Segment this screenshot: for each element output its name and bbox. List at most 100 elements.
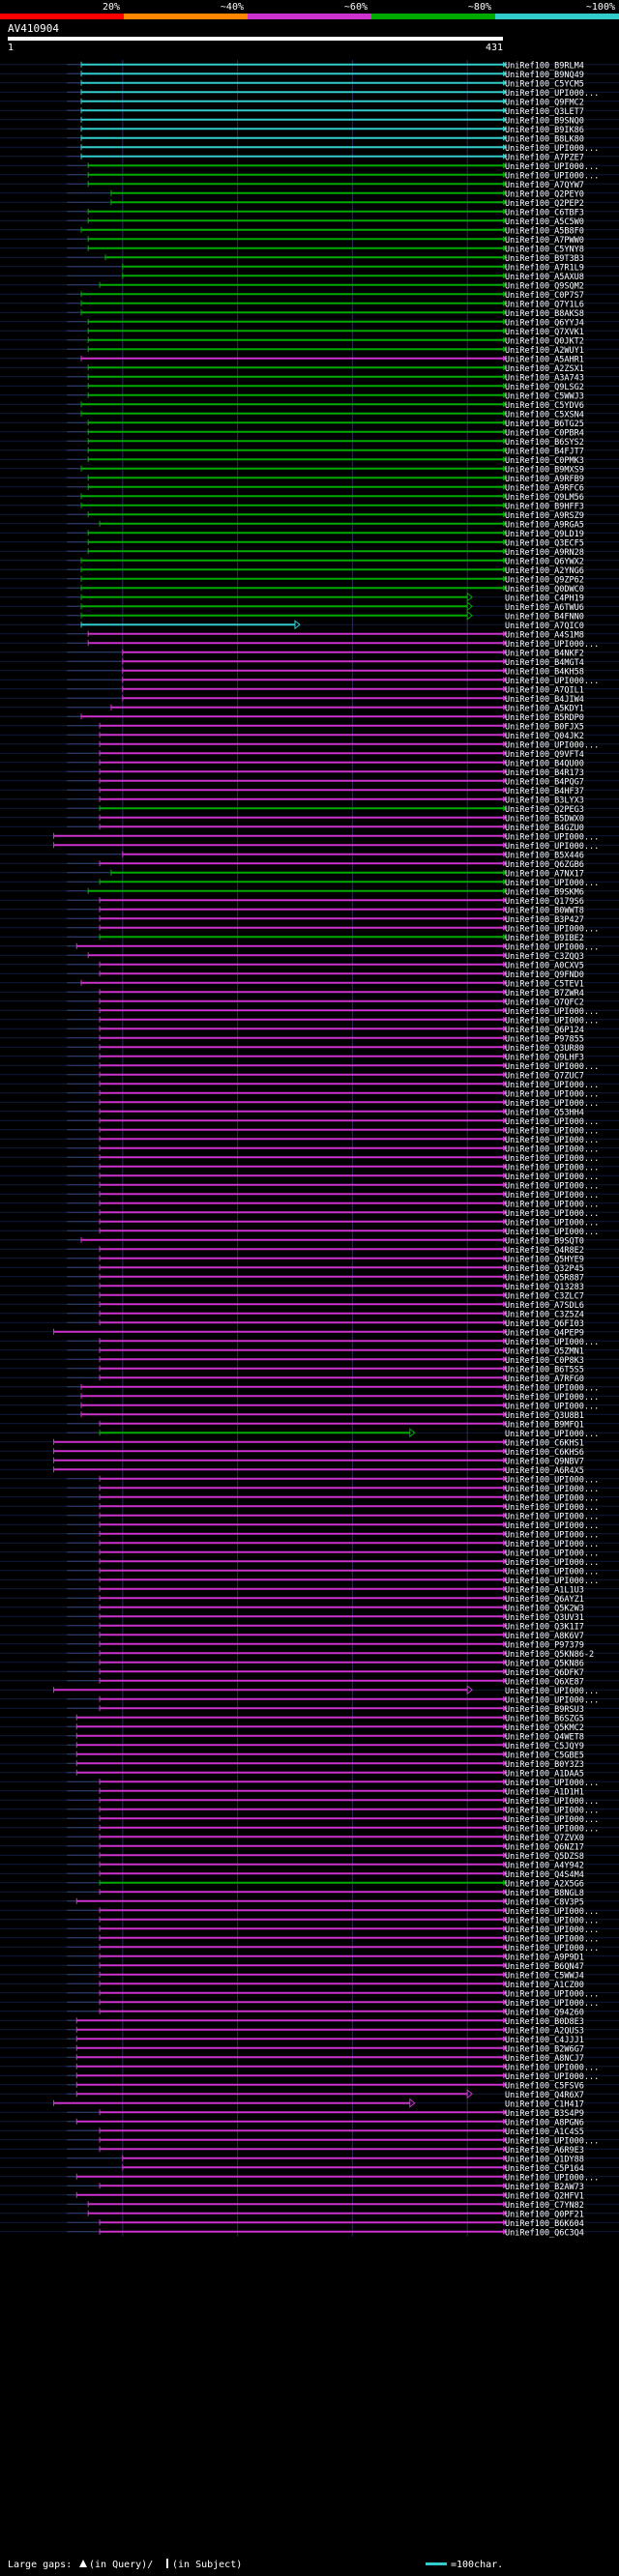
hit-label[interactable]: UniRef100_A9P9D1 <box>505 1953 584 1962</box>
hit-label[interactable]: UniRef100_UPI000... <box>505 1126 599 1136</box>
hit-label[interactable]: UniRef100_UPI000... <box>505 842 599 852</box>
hit-label[interactable]: UniRef100_B3P427 <box>505 915 584 925</box>
hit-label[interactable]: UniRef100_C6KHS1 <box>505 1438 584 1448</box>
hit-label[interactable]: UniRef100_UPI000... <box>505 1512 599 1521</box>
hit-label[interactable]: UniRef100_Q5R887 <box>505 1273 584 1283</box>
hit-label[interactable]: UniRef100_B4NKF2 <box>505 649 584 658</box>
hit-label[interactable]: UniRef100_UPI000... <box>505 1540 599 1549</box>
hit-label[interactable]: UniRef100_B7ZWR4 <box>505 989 584 999</box>
hit-label[interactable]: UniRef100_Q53HH4 <box>505 1108 584 1117</box>
hit-label[interactable]: UniRef100_Q5HYE9 <box>505 1255 584 1264</box>
hit-label[interactable]: UniRef100_Q13283 <box>505 1283 584 1292</box>
hit-label[interactable]: UniRef100_Q5KMC2 <box>505 1723 584 1733</box>
hit-label[interactable]: UniRef100_UPI000... <box>505 1934 599 1944</box>
hit-label[interactable]: UniRef100_Q6C3Q4 <box>505 2228 584 2238</box>
hit-label[interactable]: UniRef100_UPI000... <box>505 1687 599 1696</box>
hit-label[interactable]: UniRef100_A7RFG0 <box>505 1375 584 1384</box>
hit-label[interactable]: UniRef100_UPI000... <box>505 924 599 934</box>
hit-label[interactable]: UniRef100_A7QYW7 <box>505 181 584 190</box>
hit-label[interactable]: UniRef100_UPI000... <box>505 1402 599 1411</box>
hit-label[interactable]: UniRef100_B9IK86 <box>505 126 584 135</box>
hit-label[interactable]: UniRef100_UPI000... <box>505 879 599 888</box>
hit-label[interactable]: UniRef100_B4FNN0 <box>505 612 584 622</box>
hit-label[interactable]: UniRef100_A2WUY1 <box>505 346 584 356</box>
hit-label[interactable]: UniRef100_UPI000... <box>505 1815 599 1825</box>
hit-label[interactable]: UniRef100_UPI000... <box>505 1475 599 1485</box>
hit-label[interactable]: UniRef100_B9SNQ0 <box>505 116 584 126</box>
hit-label[interactable]: UniRef100_A2X5G6 <box>505 1879 584 1889</box>
hit-label[interactable]: UniRef100_Q5KN86 <box>505 1659 584 1668</box>
hit-label[interactable]: UniRef100_Q9LD19 <box>505 530 584 539</box>
hit-label[interactable]: UniRef100_Q3U8B1 <box>505 1411 584 1421</box>
hit-label[interactable]: UniRef100_B9RSU3 <box>505 1705 584 1715</box>
hit-label[interactable]: UniRef100_A8NCJ7 <box>505 2054 584 2064</box>
hit-label[interactable]: UniRef100_B0D8E3 <box>505 2017 584 2027</box>
hit-label[interactable]: UniRef100_UPI000... <box>505 1779 599 1788</box>
hit-label[interactable]: UniRef100_B6SZG5 <box>505 1714 584 1723</box>
hit-label[interactable]: UniRef100_A9RSZ9 <box>505 511 584 521</box>
hit-label[interactable]: UniRef100_UPI000... <box>505 1016 599 1026</box>
hit-label[interactable]: UniRef100_C5GBE5 <box>505 1751 584 1760</box>
hit-label[interactable]: UniRef100_A1DAA5 <box>505 1769 584 1779</box>
hit-label[interactable]: UniRef100_B4QU00 <box>505 759 584 768</box>
hit-label[interactable]: UniRef100_A1C4S5 <box>505 2127 584 2137</box>
hit-label[interactable]: UniRef100_A4S1M8 <box>505 630 584 640</box>
hit-label[interactable]: UniRef100_C6KHS6 <box>505 1448 584 1458</box>
hit-label[interactable]: UniRef100_UPI000... <box>505 1493 599 1503</box>
hit-label[interactable]: UniRef100_UPI000... <box>505 1430 599 1439</box>
hit-label[interactable]: UniRef100_UPI000... <box>505 677 599 686</box>
hit-label[interactable]: UniRef100_B9HFF3 <box>505 502 584 511</box>
hit-label[interactable]: UniRef100_Q9ZP62 <box>505 575 584 585</box>
hit-label[interactable]: UniRef100_C1H417 <box>505 2099 584 2109</box>
hit-label[interactable]: UniRef100_UPI000... <box>505 1099 599 1109</box>
hit-label[interactable]: UniRef100_B9MFQ1 <box>505 1420 584 1430</box>
hit-label[interactable]: UniRef100_C0PBR4 <box>505 428 584 438</box>
hit-label[interactable]: UniRef100_A9RN28 <box>505 548 584 558</box>
hit-label[interactable]: UniRef100_A8PGN6 <box>505 2118 584 2127</box>
hit-label[interactable]: UniRef100_UPI000... <box>505 1925 599 1935</box>
hit-label[interactable]: UniRef100_B9RLM4 <box>505 61 584 71</box>
hit-label[interactable]: UniRef100_UPI000... <box>505 1181 599 1191</box>
hit-label[interactable]: UniRef100_Q9LSG2 <box>505 383 584 392</box>
hit-label[interactable]: UniRef100_P97855 <box>505 1034 584 1044</box>
hit-label[interactable]: UniRef100_Q0DWC0 <box>505 585 584 594</box>
hit-label[interactable]: UniRef100_B5RDP0 <box>505 713 584 723</box>
hit-label[interactable]: UniRef100_B0FJX5 <box>505 722 584 732</box>
hit-label[interactable]: UniRef100_A4Y942 <box>505 1861 584 1870</box>
hit-label[interactable]: UniRef100_UPI000... <box>505 1117 599 1127</box>
hit-label[interactable]: UniRef100_Q4S4M4 <box>505 1870 584 1880</box>
hit-label[interactable]: UniRef100_B6SYS2 <box>505 438 584 448</box>
hit-label[interactable]: UniRef100_C0P8K3 <box>505 1356 584 1366</box>
hit-label[interactable]: UniRef100_A1L1U3 <box>505 1585 584 1595</box>
hit-label[interactable]: UniRef100_Q2PEY0 <box>505 189 584 199</box>
hit-label[interactable]: UniRef100_UPI000... <box>505 162 599 172</box>
hit-label[interactable]: UniRef100_B4JIW4 <box>505 695 584 705</box>
hit-label[interactable]: UniRef100_B4FJT7 <box>505 447 584 456</box>
hit-label[interactable]: UniRef100_C5YDV6 <box>505 401 584 411</box>
hit-label[interactable]: UniRef100_A7SDL6 <box>505 1301 584 1311</box>
hit-label[interactable]: UniRef100_A7PZE7 <box>505 153 584 162</box>
hit-label[interactable]: UniRef100_UPI000... <box>505 1567 599 1577</box>
hit-label[interactable]: UniRef100_A2ZSX1 <box>505 364 584 374</box>
hit-label[interactable]: UniRef100_UPI000... <box>505 1383 599 1393</box>
hit-label[interactable]: UniRef100_Q3K1I7 <box>505 1622 584 1632</box>
hit-label[interactable]: UniRef100_UPI000... <box>505 171 599 181</box>
hit-label[interactable]: UniRef100_UPI000... <box>505 1577 599 1586</box>
hit-label[interactable]: UniRef100_UPI000... <box>505 1209 599 1219</box>
hit-label[interactable]: UniRef100_UPI000... <box>505 1218 599 1228</box>
hit-label[interactable]: UniRef100_UPI000... <box>505 1521 599 1531</box>
hit-label[interactable]: UniRef100_Q3ECF5 <box>505 538 584 548</box>
hit-label[interactable]: UniRef100_B4GZU0 <box>505 824 584 833</box>
hit-label[interactable]: UniRef100_UPI000... <box>505 2072 599 2082</box>
hit-label[interactable]: UniRef100_Q9FND0 <box>505 970 584 980</box>
hit-label[interactable]: UniRef100_A9RFB9 <box>505 475 584 484</box>
hit-label[interactable]: UniRef100_A5AXU8 <box>505 273 584 282</box>
hit-label[interactable]: UniRef100_Q3UR80 <box>505 1044 584 1054</box>
hit-label[interactable]: UniRef100_A6R9E3 <box>505 2146 584 2156</box>
hit-label[interactable]: UniRef100_Q6NZ17 <box>505 1842 584 1852</box>
hit-label[interactable]: UniRef100_Q7XVK1 <box>505 328 584 337</box>
hit-label[interactable]: UniRef100_Q6YWX2 <box>505 557 584 566</box>
hit-label[interactable]: UniRef100_C5WWJ3 <box>505 391 584 401</box>
hit-label[interactable]: UniRef100_Q7ZUC7 <box>505 1071 584 1081</box>
hit-label[interactable]: UniRef100_A8K6V7 <box>505 1632 584 1641</box>
